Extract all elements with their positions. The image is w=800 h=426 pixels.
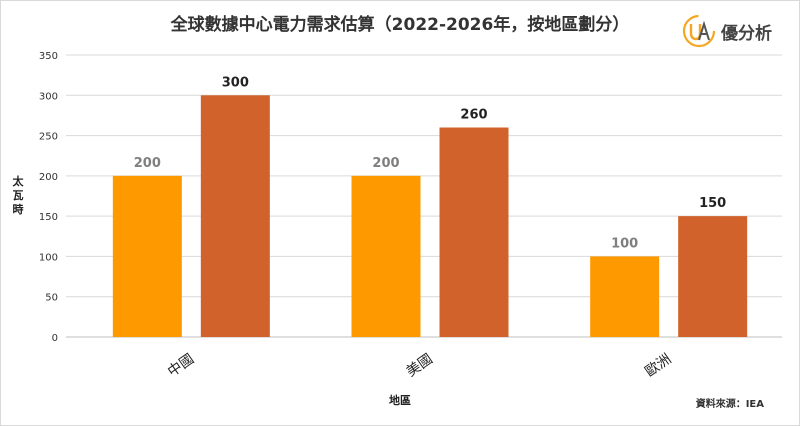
- x-tick-label: 美國: [404, 351, 436, 380]
- data-label: 150: [699, 196, 726, 211]
- source-note: 資料來源：IEA: [695, 399, 764, 410]
- bar: [351, 175, 421, 337]
- x-tick-label: 歐洲: [642, 351, 674, 380]
- y-tick-label: 100: [39, 252, 58, 263]
- y-axis-label: 太瓦時: [12, 175, 24, 216]
- brand-logo-mark: [682, 14, 716, 48]
- bar: [200, 95, 270, 338]
- y-tick-label: 200: [39, 172, 58, 183]
- y-tick-label: 50: [45, 293, 58, 304]
- y-tick-label: 150: [39, 212, 58, 223]
- bar: [590, 256, 660, 337]
- x-tick-label: 中國: [165, 351, 197, 380]
- data-label: 300: [222, 75, 249, 90]
- brand-name: 優分析: [721, 23, 772, 44]
- bar: [112, 175, 182, 337]
- y-tick-label: 0: [52, 333, 58, 344]
- bar: [439, 127, 509, 337]
- data-label: 200: [372, 156, 399, 171]
- data-label: 100: [611, 236, 638, 251]
- chart-title: 全球數據中心電力需求估算（2022-2026年，按地區劃分）: [170, 15, 630, 35]
- data-label: 260: [460, 108, 487, 123]
- bar: [678, 216, 748, 337]
- data-label: 200: [134, 156, 161, 171]
- x-axis-label: 地區: [389, 394, 411, 407]
- y-tick-label: 250: [39, 132, 58, 143]
- y-tick-label: 350: [39, 51, 58, 62]
- y-tick-label: 300: [39, 91, 58, 102]
- brand-logo: 優分析: [682, 14, 772, 48]
